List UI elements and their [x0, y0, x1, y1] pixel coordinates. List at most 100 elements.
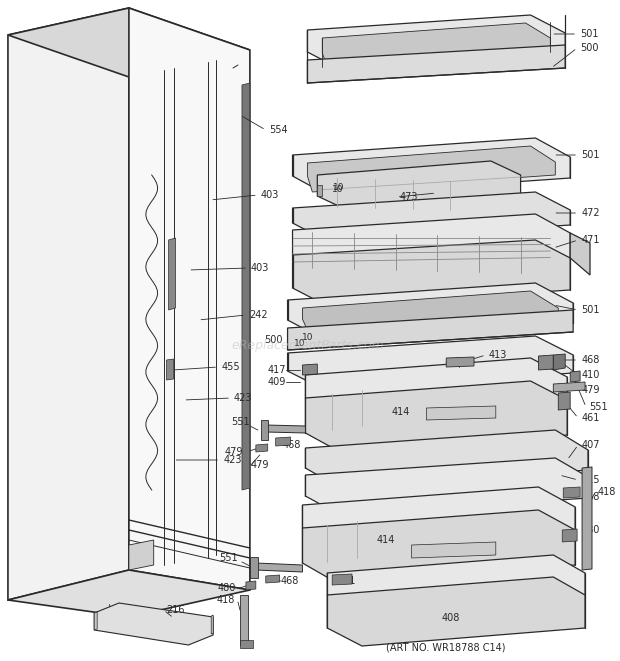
Polygon shape	[8, 570, 250, 617]
Text: 413: 413	[489, 350, 507, 360]
Text: 408: 408	[441, 613, 459, 623]
Text: 403: 403	[251, 263, 269, 273]
Polygon shape	[246, 581, 256, 590]
Text: (ART NO. WR18788 C14): (ART NO. WR18788 C14)	[386, 643, 506, 653]
Polygon shape	[242, 83, 250, 490]
Text: 423: 423	[223, 455, 242, 465]
Text: 418: 418	[216, 595, 235, 605]
Polygon shape	[308, 45, 565, 83]
Polygon shape	[303, 291, 558, 337]
Text: 468: 468	[283, 440, 301, 450]
Polygon shape	[256, 563, 303, 572]
Polygon shape	[256, 444, 268, 452]
Text: 414: 414	[377, 535, 395, 545]
Text: 501: 501	[581, 150, 600, 160]
Polygon shape	[553, 382, 585, 392]
Polygon shape	[169, 238, 175, 310]
Polygon shape	[582, 467, 592, 570]
Text: 501: 501	[580, 29, 598, 39]
Polygon shape	[276, 437, 291, 446]
Polygon shape	[211, 615, 213, 634]
Polygon shape	[427, 406, 496, 420]
Text: 551: 551	[589, 402, 608, 412]
Text: 551: 551	[231, 417, 250, 427]
Polygon shape	[288, 283, 573, 340]
Polygon shape	[94, 612, 97, 630]
Polygon shape	[266, 575, 280, 583]
Text: 468: 468	[581, 492, 600, 502]
Polygon shape	[8, 8, 129, 600]
Polygon shape	[129, 8, 250, 590]
Text: 242: 242	[249, 310, 267, 320]
Text: 415: 415	[581, 475, 600, 485]
Polygon shape	[570, 233, 590, 275]
Polygon shape	[293, 240, 570, 306]
Polygon shape	[558, 392, 570, 410]
Text: 409: 409	[267, 377, 286, 387]
Polygon shape	[303, 510, 575, 583]
Polygon shape	[538, 355, 553, 370]
Text: 10: 10	[303, 334, 314, 342]
Text: 468: 468	[581, 355, 600, 365]
Polygon shape	[327, 555, 585, 613]
Text: eReplacementParts.com: eReplacementParts.com	[231, 338, 384, 352]
Polygon shape	[303, 487, 575, 548]
Polygon shape	[240, 595, 248, 645]
Text: 480: 480	[581, 525, 600, 535]
Text: 479: 479	[251, 460, 269, 470]
Text: 461: 461	[581, 413, 600, 423]
Text: 554: 554	[268, 125, 287, 135]
Text: 414: 414	[392, 407, 410, 417]
Polygon shape	[306, 381, 567, 452]
Text: 500: 500	[580, 43, 598, 53]
Polygon shape	[332, 574, 352, 585]
Polygon shape	[8, 8, 250, 77]
Polygon shape	[266, 425, 306, 433]
Polygon shape	[446, 357, 474, 367]
Polygon shape	[322, 23, 551, 67]
Text: 407: 407	[581, 440, 600, 450]
Polygon shape	[303, 364, 317, 375]
Polygon shape	[94, 603, 213, 645]
Polygon shape	[563, 487, 580, 498]
Text: 423: 423	[234, 393, 252, 403]
Text: 10: 10	[293, 338, 305, 348]
Text: 455: 455	[221, 362, 240, 372]
Text: 417: 417	[267, 365, 286, 375]
Polygon shape	[562, 529, 577, 542]
Text: 216: 216	[167, 605, 185, 615]
Text: 468: 468	[281, 576, 299, 586]
Polygon shape	[261, 420, 268, 440]
Polygon shape	[317, 161, 521, 210]
Polygon shape	[129, 540, 154, 570]
Polygon shape	[317, 185, 322, 196]
Text: 479: 479	[581, 385, 600, 395]
Polygon shape	[293, 192, 570, 241]
Text: 418: 418	[598, 487, 616, 497]
Polygon shape	[250, 557, 258, 578]
Polygon shape	[308, 15, 565, 70]
Text: 471: 471	[581, 235, 600, 245]
Text: 10: 10	[333, 184, 345, 192]
Polygon shape	[308, 146, 556, 192]
Text: 500: 500	[264, 335, 283, 345]
Text: 480: 480	[218, 583, 236, 593]
Text: 410: 410	[581, 370, 600, 380]
Text: 479: 479	[224, 447, 243, 457]
Text: 10: 10	[332, 186, 343, 194]
Polygon shape	[553, 354, 565, 370]
Polygon shape	[288, 310, 573, 350]
Text: 551: 551	[219, 553, 238, 563]
Polygon shape	[240, 640, 253, 648]
Text: 403: 403	[261, 190, 279, 200]
Polygon shape	[293, 138, 570, 195]
Polygon shape	[327, 577, 585, 646]
Polygon shape	[306, 358, 567, 417]
Polygon shape	[293, 214, 570, 274]
Polygon shape	[167, 359, 174, 380]
Text: 411: 411	[337, 576, 355, 586]
Polygon shape	[412, 542, 496, 558]
Polygon shape	[288, 336, 573, 390]
Text: 472: 472	[581, 208, 600, 218]
Polygon shape	[570, 371, 580, 382]
